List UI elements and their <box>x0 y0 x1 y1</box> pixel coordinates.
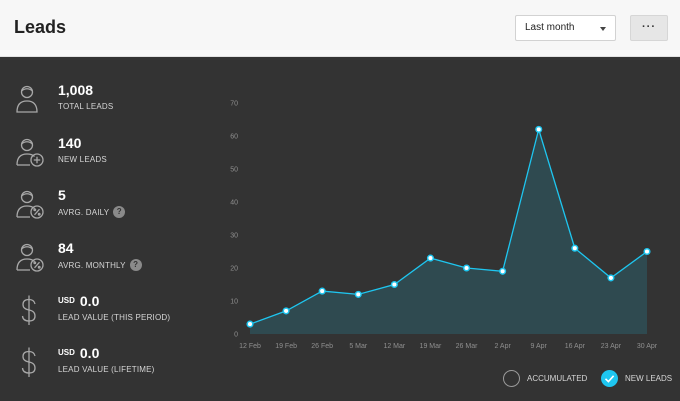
y-tick-label: 30 <box>230 233 238 240</box>
x-tick-label: 12 Feb <box>239 343 261 350</box>
stat-amount: 0.0 <box>79 345 100 361</box>
dollar-icon <box>21 347 36 377</box>
stat-value: 140 <box>58 135 82 151</box>
user-percent-icon <box>16 190 44 219</box>
y-tick-label: 40 <box>230 200 238 207</box>
data-point <box>390 280 398 289</box>
x-tick-label: 12 Mar <box>383 343 405 350</box>
data-point <box>282 307 290 315</box>
stat-new-leads: 140 NEW LEADS <box>0 135 200 187</box>
stat-value: 1,008 <box>58 82 94 98</box>
stat-label-text: AVRG. DAILY <box>58 208 110 218</box>
y-tick-label: 0 <box>234 332 238 339</box>
x-tick-label: 16 Apr <box>565 343 586 350</box>
checkbox-empty-icon <box>503 370 520 387</box>
data-point <box>499 267 507 275</box>
stat-lead-value-period: USD 0.0 LEAD VALUE (THIS PERIOD) <box>0 293 200 345</box>
data-point <box>462 264 471 272</box>
currency-label: USD <box>58 348 75 357</box>
stat-lead-value-lifetime: USD 0.0 LEAD VALUE (LIFETIME) <box>0 345 200 397</box>
page-title: Leads <box>14 17 67 37</box>
y-tick-label: 60 <box>230 134 238 141</box>
x-tick-label: 23 Apr <box>601 343 622 350</box>
more-options-button[interactable]: ··· <box>630 15 668 41</box>
stat-value: USD 0.0 <box>58 345 99 361</box>
x-tick-label: 26 Feb <box>311 343 333 350</box>
x-tick-label: 30 Apr <box>637 343 658 350</box>
stat-average-monthly: 84 AVRG. MONTHLY? <box>0 240 200 292</box>
stat-label-text: AVRG. MONTHLY <box>58 261 126 271</box>
stat-label: LEAD VALUE (THIS PERIOD) <box>58 313 171 322</box>
currency-label: USD <box>58 296 75 305</box>
stat-label: LEAD VALUE (LIFETIME) <box>58 365 155 374</box>
stat-label: AVRG. MONTHLY? <box>58 259 142 272</box>
y-tick-label: 10 <box>230 299 238 306</box>
user-percent-icon <box>16 243 44 272</box>
x-tick-label: 2 Apr <box>494 343 511 350</box>
stat-average-daily: 5 AVRG. DAILY? <box>0 187 200 239</box>
x-tick-label: 5 Mar <box>349 343 368 350</box>
user-icon <box>16 85 38 113</box>
x-tick-label: 9 Apr <box>531 343 548 350</box>
data-point <box>318 287 326 295</box>
stat-label: AVRG. DAILY? <box>58 206 126 219</box>
x-tick-label: 26 Mar <box>456 343 478 350</box>
y-tick-label: 20 <box>230 266 238 273</box>
data-point <box>535 125 543 133</box>
data-point <box>354 290 362 298</box>
period-select-value: Last month <box>525 22 575 33</box>
stat-value: 84 <box>58 240 74 256</box>
legend-label: NEW LEADS <box>625 374 673 383</box>
period-select[interactable]: Last month <box>515 15 616 41</box>
data-point <box>607 274 615 282</box>
dollar-icon <box>21 295 36 325</box>
stat-value: USD 0.0 <box>58 293 99 309</box>
y-tick-label: 70 <box>230 101 238 108</box>
stat-label: NEW LEADS <box>58 155 107 164</box>
stat-amount: 0.0 <box>79 293 100 309</box>
data-point <box>246 320 254 328</box>
stat-label: TOTAL LEADS <box>58 102 114 111</box>
data-point <box>426 254 435 262</box>
series-area <box>250 129 647 334</box>
user-add-icon <box>16 138 44 167</box>
stat-value: 5 <box>58 187 66 203</box>
y-tick-label: 50 <box>230 167 238 174</box>
series-line <box>249 126 648 325</box>
legend-label: ACCUMULATED <box>527 374 588 383</box>
header-bar: Leads Last month ··· <box>0 0 680 57</box>
data-point <box>571 244 579 252</box>
data-point <box>643 247 651 256</box>
help-icon[interactable]: ? <box>113 206 126 218</box>
stat-total-leads: 1,008 TOTAL LEADS <box>0 82 200 134</box>
x-tick-label: 19 Feb <box>275 343 297 350</box>
x-tick-label: 19 Mar <box>420 343 442 350</box>
help-icon[interactable]: ? <box>129 259 142 271</box>
chevron-down-icon <box>600 27 606 31</box>
checkmark-icon <box>601 370 618 387</box>
